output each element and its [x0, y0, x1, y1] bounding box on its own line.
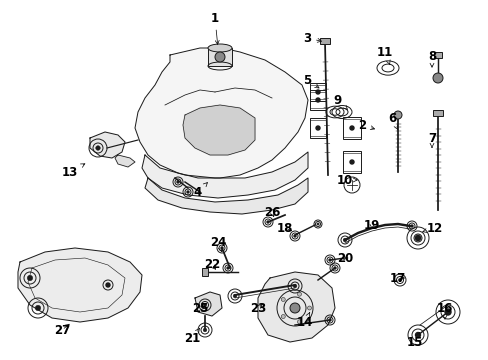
Circle shape: [333, 267, 336, 269]
Text: 4: 4: [193, 183, 207, 198]
Polygon shape: [18, 248, 142, 322]
Circle shape: [106, 283, 110, 287]
Circle shape: [349, 160, 353, 164]
Circle shape: [410, 225, 412, 228]
Polygon shape: [145, 178, 307, 214]
Circle shape: [266, 221, 269, 223]
Circle shape: [215, 52, 224, 62]
Text: 23: 23: [249, 302, 265, 315]
Text: 9: 9: [333, 94, 346, 109]
Circle shape: [343, 238, 346, 242]
Ellipse shape: [207, 44, 231, 52]
Circle shape: [316, 223, 319, 225]
Circle shape: [203, 328, 206, 332]
Bar: [433, 52, 441, 58]
Polygon shape: [135, 48, 307, 178]
Text: 16: 16: [436, 302, 452, 319]
Circle shape: [398, 278, 401, 282]
Circle shape: [203, 303, 206, 307]
Polygon shape: [90, 132, 125, 158]
Bar: [319, 38, 329, 44]
Circle shape: [226, 267, 229, 269]
Circle shape: [393, 111, 401, 119]
Bar: [342, 117, 360, 139]
Circle shape: [297, 320, 301, 324]
Circle shape: [233, 294, 236, 298]
Text: 21: 21: [183, 329, 200, 345]
Text: 17: 17: [389, 271, 406, 284]
Text: 8: 8: [427, 50, 435, 67]
Text: 1: 1: [210, 12, 219, 44]
Circle shape: [307, 306, 311, 310]
Circle shape: [432, 73, 442, 83]
Circle shape: [186, 191, 189, 193]
Circle shape: [96, 146, 100, 150]
Bar: [309, 118, 325, 138]
Circle shape: [415, 333, 420, 338]
Text: 22: 22: [203, 258, 220, 271]
Text: 18: 18: [276, 221, 293, 234]
Circle shape: [220, 247, 223, 249]
Text: 19: 19: [363, 219, 379, 231]
Bar: [309, 83, 325, 101]
Circle shape: [328, 258, 331, 261]
Text: 14: 14: [296, 312, 312, 328]
Text: 24: 24: [209, 235, 226, 251]
Circle shape: [35, 305, 41, 311]
Text: 12: 12: [422, 221, 442, 234]
Circle shape: [328, 319, 331, 321]
Circle shape: [289, 303, 299, 313]
Text: 6: 6: [387, 112, 397, 130]
Text: 3: 3: [303, 32, 321, 45]
Circle shape: [281, 315, 285, 319]
Bar: [432, 110, 442, 116]
Circle shape: [315, 126, 319, 130]
Circle shape: [281, 297, 285, 301]
Text: 27: 27: [54, 324, 70, 337]
Bar: [309, 90, 325, 110]
Bar: [207, 48, 231, 66]
Text: 15: 15: [406, 333, 422, 348]
Circle shape: [444, 309, 450, 315]
Circle shape: [315, 90, 319, 94]
Text: 26: 26: [263, 206, 280, 219]
Text: 20: 20: [336, 252, 352, 265]
Polygon shape: [142, 152, 307, 198]
Polygon shape: [195, 292, 222, 316]
Circle shape: [297, 292, 301, 296]
Text: 13: 13: [62, 164, 84, 179]
Circle shape: [414, 235, 420, 241]
Circle shape: [27, 275, 33, 281]
Text: 2: 2: [357, 118, 374, 131]
Circle shape: [176, 181, 179, 183]
Text: 7: 7: [427, 131, 435, 148]
Text: 10: 10: [336, 174, 356, 186]
Circle shape: [293, 235, 296, 237]
Bar: [202, 268, 207, 276]
Polygon shape: [115, 155, 135, 167]
Circle shape: [293, 284, 296, 288]
Text: 11: 11: [376, 45, 392, 64]
Text: 5: 5: [302, 73, 318, 88]
Polygon shape: [258, 272, 334, 342]
Polygon shape: [183, 105, 254, 155]
Bar: [342, 151, 360, 173]
Circle shape: [315, 98, 319, 102]
Circle shape: [349, 126, 353, 130]
Text: 25: 25: [191, 302, 208, 315]
